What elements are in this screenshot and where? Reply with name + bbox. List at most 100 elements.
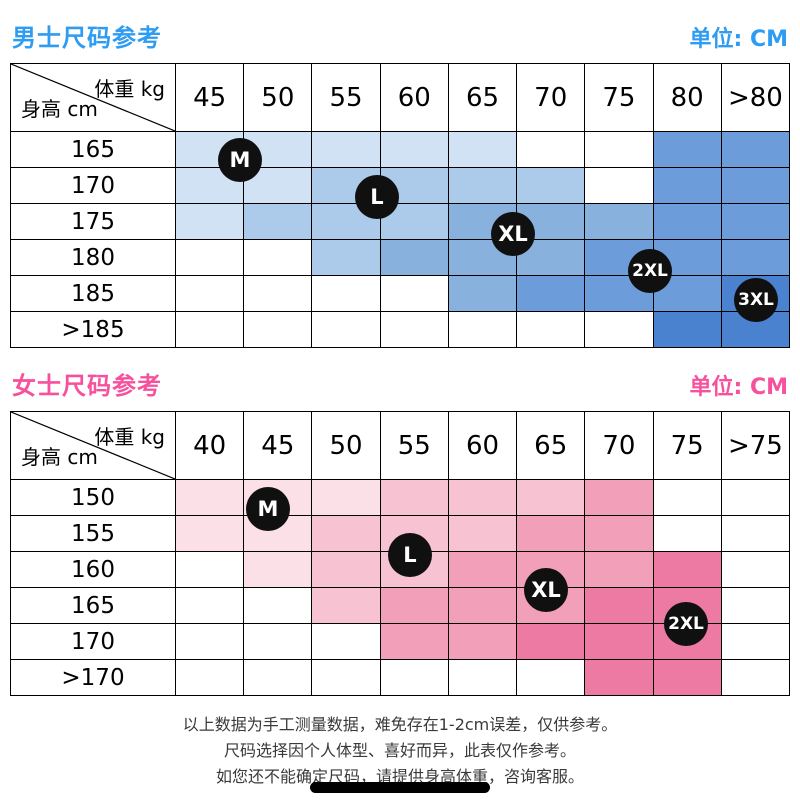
women-title: 女士尺码参考 [12, 372, 162, 400]
size-badge-xl: XL [491, 212, 535, 256]
weight-label: 55 [311, 63, 381, 132]
height-label: 175 [10, 203, 176, 240]
size-cell [447, 311, 518, 348]
size-cell [311, 239, 381, 276]
size-cell [379, 131, 449, 168]
size-cell [447, 203, 518, 240]
size-cell [720, 551, 791, 588]
size-cell [379, 275, 449, 312]
size-badge-m: M [246, 487, 290, 531]
footer-note-line: 尺码选择因个人体型、喜好而异，此表仅作参考。 [223, 741, 576, 760]
size-badge-m: M [218, 138, 262, 182]
size-cell [379, 239, 449, 276]
size-cell [652, 551, 722, 588]
size-cell [447, 551, 518, 588]
size-cell [243, 587, 313, 624]
size-cell [243, 203, 313, 240]
size-cell [720, 659, 791, 696]
size-cell [652, 167, 722, 204]
height-label: 150 [10, 479, 176, 516]
size-cell [516, 167, 586, 204]
weight-label: 55 [379, 411, 449, 480]
size-cell [174, 587, 245, 624]
size-cell [584, 551, 654, 588]
weight-label: 50 [243, 63, 313, 132]
size-cell [652, 659, 722, 696]
size-cell [584, 167, 654, 204]
size-cell [720, 203, 791, 240]
weight-label: 50 [311, 411, 381, 480]
size-cell [379, 167, 449, 204]
table-row: 170 [10, 167, 791, 204]
size-cell [720, 479, 791, 516]
corner-weight-label: 体重 kg [94, 425, 165, 449]
size-cell [447, 623, 518, 660]
size-cell [447, 131, 518, 168]
footer-note-line: 如您还不能确定尺码，请提供身高体重，咨询客服。 [215, 767, 584, 786]
size-cell [584, 515, 654, 552]
size-cell [516, 275, 586, 312]
size-cell [311, 587, 381, 624]
height-label: 165 [10, 587, 176, 624]
size-badge-l: L [355, 175, 399, 219]
size-cell [243, 239, 313, 276]
men-table-grid: 体重 kg 身高 cm 45 50 55 60 65 70 75 80 >80 165 170 175 18… [10, 63, 791, 348]
size-cell [584, 131, 654, 168]
weight-label: 45 [243, 411, 313, 480]
weight-label: 70 [516, 63, 586, 132]
size-cell [311, 515, 381, 552]
weight-label: >75 [720, 411, 791, 480]
size-cell [516, 479, 586, 516]
size-cell [447, 659, 518, 696]
size-badge-2xl: 2XL [628, 249, 672, 293]
size-cell [584, 311, 654, 348]
size-cell [584, 203, 654, 240]
size-cell [311, 275, 381, 312]
weight-label: 80 [652, 63, 722, 132]
size-cell [516, 659, 586, 696]
height-label: 170 [10, 167, 176, 204]
size-cell [447, 515, 518, 552]
size-cell [720, 167, 791, 204]
footer-note-line: 以上数据为手工测量数据，难免存在1-2cm误差，仅供参考。 [182, 715, 618, 734]
size-cell [516, 131, 586, 168]
women-section: 女士尺码参考 单位: CM 体重 kg 身高 cm 40 45 50 55 60 65 70 75… [0, 366, 800, 696]
weight-label: >80 [720, 63, 791, 132]
corner-height-label: 身高 cm [21, 97, 98, 121]
size-cell [720, 239, 791, 276]
height-label: >170 [10, 659, 176, 696]
size-cell [652, 515, 722, 552]
size-cell [243, 659, 313, 696]
weight-label: 45 [174, 63, 245, 132]
diagonal-divider [11, 412, 175, 479]
women-section-header: 女士尺码参考 单位: CM [0, 366, 800, 401]
height-label: 160 [10, 551, 176, 588]
corner-height-label: 身高 cm [21, 445, 98, 469]
size-cell [311, 659, 381, 696]
size-cell [720, 623, 791, 660]
table-row: 180 [10, 239, 791, 276]
size-cell [584, 659, 654, 696]
size-badge-3xl: 3XL [734, 278, 778, 322]
height-label: 170 [10, 623, 176, 660]
size-cell [379, 587, 449, 624]
size-cell [720, 131, 791, 168]
size-cell [243, 275, 313, 312]
size-cell [174, 203, 245, 240]
men-unit-label: 单位: CM [689, 27, 789, 52]
weight-label: 70 [584, 411, 654, 480]
size-cell [174, 659, 245, 696]
corner-weight-label: 体重 kg [94, 77, 165, 101]
size-cell [447, 275, 518, 312]
weight-label: 60 [447, 411, 518, 480]
size-cell [447, 479, 518, 516]
size-cell [174, 623, 245, 660]
height-label: >185 [10, 311, 176, 348]
size-cell [174, 515, 245, 552]
size-cell [652, 203, 722, 240]
table-row: 165 [10, 131, 791, 168]
size-cell [652, 479, 722, 516]
size-cell [652, 131, 722, 168]
size-cell [174, 239, 245, 276]
